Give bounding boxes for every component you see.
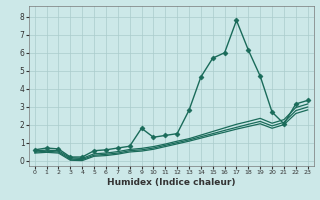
X-axis label: Humidex (Indice chaleur): Humidex (Indice chaleur)	[107, 178, 236, 187]
